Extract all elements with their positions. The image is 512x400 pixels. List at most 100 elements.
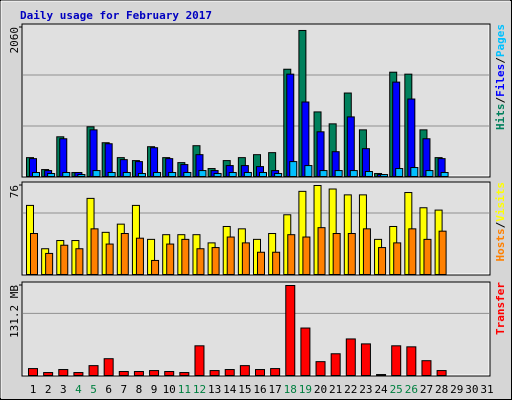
y-tick-label: 2060 bbox=[8, 27, 21, 54]
bar bbox=[349, 170, 358, 178]
bar bbox=[30, 233, 38, 275]
bar bbox=[122, 172, 131, 178]
x-tick-label: 27 bbox=[420, 383, 433, 396]
bar bbox=[360, 343, 371, 377]
x-tick-label: 15 bbox=[238, 383, 251, 396]
x-tick-label: 21 bbox=[329, 383, 342, 396]
legend-entry: Pages bbox=[494, 24, 507, 57]
bar bbox=[436, 370, 447, 376]
bar bbox=[421, 360, 432, 376]
bar bbox=[392, 81, 401, 177]
bar bbox=[58, 369, 69, 377]
bar bbox=[406, 346, 417, 377]
bar bbox=[345, 338, 356, 376]
bar bbox=[90, 228, 99, 275]
x-tick-label: 28 bbox=[435, 383, 448, 396]
bar bbox=[255, 369, 265, 377]
bar bbox=[407, 98, 416, 177]
bar bbox=[440, 172, 449, 178]
x-tick-label: 13 bbox=[208, 383, 221, 396]
chart-title: Daily usage for February 2017 bbox=[20, 9, 212, 22]
legend: Hits/Files/Pages bbox=[494, 24, 507, 130]
x-tick-label: 16 bbox=[253, 383, 266, 396]
bar bbox=[153, 172, 162, 178]
x-tick-label: 5 bbox=[90, 383, 97, 396]
x-tick-label: 2 bbox=[45, 383, 52, 396]
bar bbox=[274, 173, 283, 178]
bar bbox=[181, 238, 190, 276]
bar bbox=[196, 248, 205, 276]
bar bbox=[315, 361, 326, 376]
x-tick-label: 6 bbox=[105, 383, 112, 396]
bar bbox=[226, 236, 235, 276]
bar bbox=[45, 252, 54, 275]
bar bbox=[302, 236, 311, 276]
bar bbox=[62, 172, 71, 178]
bar bbox=[347, 233, 356, 275]
bar bbox=[104, 143, 113, 177]
bar bbox=[92, 170, 101, 178]
bar bbox=[118, 371, 129, 376]
x-tick-label: 22 bbox=[344, 383, 357, 396]
bar bbox=[346, 116, 355, 177]
bar bbox=[330, 353, 341, 377]
bar bbox=[300, 327, 311, 376]
bar bbox=[391, 345, 402, 376]
x-tick-label: 4 bbox=[75, 383, 82, 396]
legend: Transfer bbox=[494, 282, 507, 335]
x-tick-label: 12 bbox=[193, 383, 206, 396]
legend-separator: / bbox=[494, 97, 507, 104]
bar bbox=[423, 238, 432, 276]
bar bbox=[228, 172, 237, 178]
legend: Hosts/Visits bbox=[494, 182, 507, 262]
x-tick-label: 30 bbox=[465, 383, 478, 396]
bar bbox=[137, 173, 146, 178]
x-tick-label: 9 bbox=[151, 383, 158, 396]
x-tick-label: 14 bbox=[223, 383, 237, 396]
bar bbox=[376, 374, 387, 377]
bar bbox=[105, 243, 114, 275]
bar bbox=[60, 244, 69, 275]
x-tick-label: 24 bbox=[374, 383, 388, 396]
bar bbox=[408, 228, 417, 275]
y-tick-label: 76 bbox=[8, 185, 21, 198]
bar bbox=[285, 285, 296, 376]
bar bbox=[270, 368, 281, 377]
x-tick-label: 17 bbox=[269, 383, 282, 396]
bar bbox=[332, 233, 341, 275]
legend-separator: / bbox=[494, 57, 507, 64]
bar bbox=[362, 228, 371, 275]
bar bbox=[32, 172, 40, 178]
x-tick-label: 10 bbox=[163, 383, 176, 396]
bar bbox=[73, 372, 84, 376]
bar bbox=[149, 370, 160, 376]
x-tick-label: 29 bbox=[450, 383, 463, 396]
bar bbox=[425, 170, 434, 178]
bar bbox=[164, 371, 175, 376]
bar bbox=[133, 371, 144, 376]
legend-entry: Files bbox=[494, 64, 507, 97]
bar bbox=[272, 251, 281, 275]
bar bbox=[243, 172, 252, 178]
bar bbox=[88, 365, 99, 376]
bar bbox=[380, 174, 389, 178]
legend-entry: Hosts bbox=[494, 228, 507, 261]
bar bbox=[168, 172, 177, 178]
x-tick-label: 18 bbox=[284, 383, 297, 396]
bar bbox=[59, 138, 68, 177]
legend-entry: Hits bbox=[494, 104, 507, 131]
bar bbox=[166, 243, 175, 275]
bar bbox=[304, 165, 313, 177]
y-tick-label: 131.2 MB bbox=[8, 285, 21, 338]
bar bbox=[107, 172, 116, 178]
legend-entry: Transfer bbox=[494, 282, 507, 335]
bar bbox=[28, 368, 38, 377]
bar bbox=[316, 131, 325, 178]
bar bbox=[410, 167, 419, 177]
bar bbox=[183, 172, 192, 178]
x-tick-label: 8 bbox=[136, 383, 143, 396]
bar bbox=[317, 227, 326, 276]
x-tick-label: 3 bbox=[60, 383, 67, 396]
